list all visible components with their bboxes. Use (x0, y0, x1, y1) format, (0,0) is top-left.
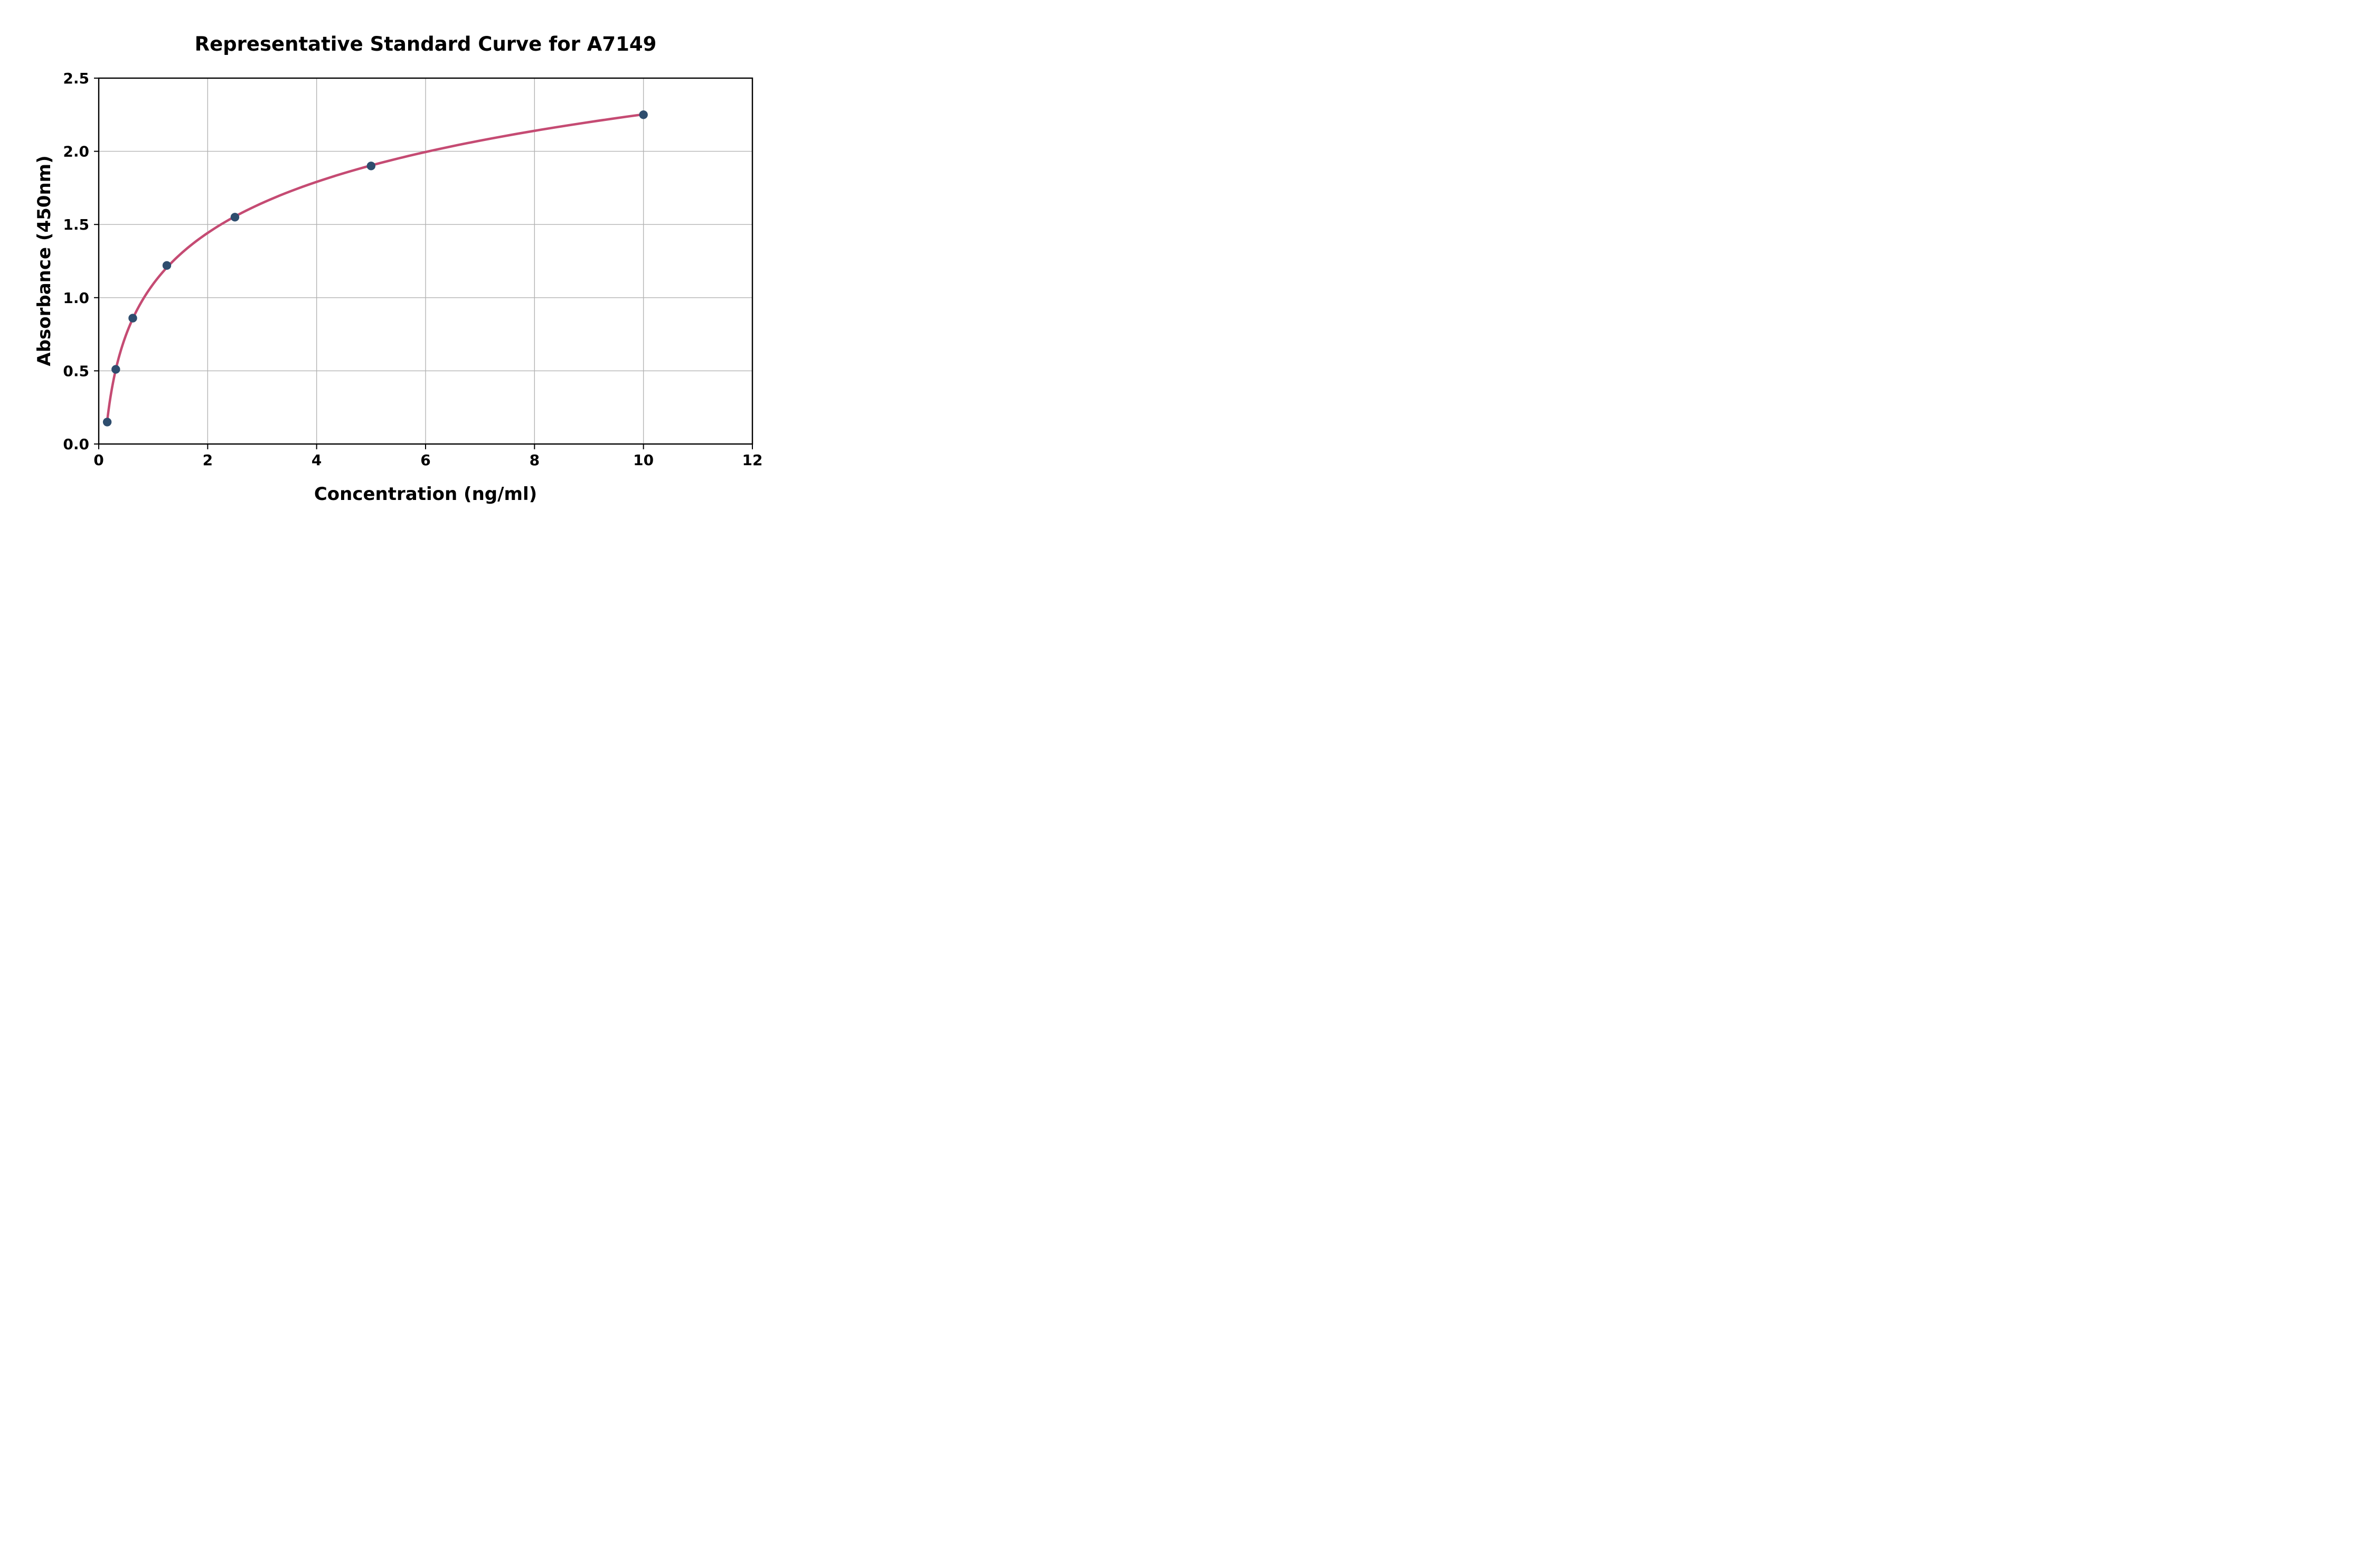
y-tick-label: 1.5 (63, 216, 89, 233)
figure: 0 2 4 6 8 10 12 0.0 0.5 1.0 1.5 2.0 2.5 Representati… (0, 0, 792, 523)
y-tick-label: 0.5 (63, 362, 89, 380)
x-tick-label: 0 (93, 451, 103, 469)
data-point (128, 314, 137, 323)
y-tick-label: 2.5 (63, 70, 89, 87)
x-tick-label: 4 (312, 451, 322, 469)
x-tick-label: 10 (633, 451, 654, 469)
x-tick-label: 12 (742, 451, 763, 469)
fit-curve (106, 113, 645, 422)
y-tick-label: 2.0 (63, 143, 89, 160)
data-point (230, 213, 240, 222)
y-tick-label: 1.0 (63, 289, 89, 307)
x-axis-label: Concentration (ng/ml) (314, 484, 538, 505)
x-tick-label: 2 (203, 451, 213, 469)
data-point (162, 261, 172, 270)
plot-area: 0 2 4 6 8 10 12 0.0 0.5 1.0 1.5 2.0 2.5 (63, 70, 763, 469)
data-point (111, 365, 120, 374)
y-axis-label: Absorbance (450nm) (34, 155, 55, 366)
x-tick-label: 8 (530, 451, 540, 469)
chart-title: Representative Standard Curve for A7149 (194, 33, 657, 55)
data-point (102, 418, 112, 427)
data-point (639, 110, 648, 119)
y-tick-label: 0.0 (63, 436, 89, 453)
x-tick-label: 6 (420, 451, 430, 469)
data-point (366, 162, 376, 171)
plot-spines (98, 77, 753, 445)
